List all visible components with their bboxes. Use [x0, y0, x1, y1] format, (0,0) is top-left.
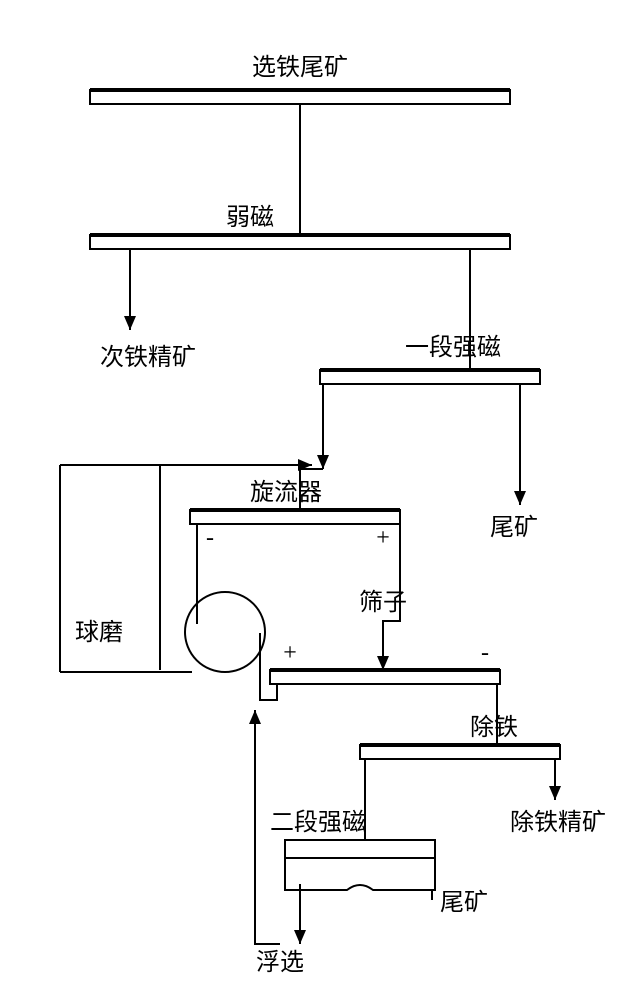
sieve-bin [270, 670, 500, 684]
cyclone-bin [190, 510, 400, 524]
label-title: 选铁尾矿 [252, 54, 348, 81]
label-stage2_mag: 二段强磁 [270, 809, 366, 836]
label-tail2: 尾矿 [440, 889, 488, 916]
label-deiron: 除铁 [470, 714, 518, 741]
label-flotation: 浮选 [256, 949, 304, 976]
arrowhead [549, 786, 561, 800]
label-deiron_conc: 除铁精矿 [510, 809, 606, 836]
arrowhead [249, 710, 261, 724]
label-tail1: 尾矿 [490, 514, 538, 541]
arrowhead [514, 491, 526, 505]
stage2-box [285, 840, 435, 890]
label-ballmill: 球磨 [75, 619, 123, 646]
label-minus2: - [481, 640, 489, 666]
weakmag-bin [90, 235, 510, 249]
label-plus2: + [283, 640, 297, 666]
arrowhead [294, 930, 306, 944]
input-bin [90, 90, 510, 104]
label-cyclone: 旋流器 [250, 479, 322, 506]
stage1-bin [320, 370, 540, 384]
label-plus1: + [376, 525, 390, 551]
deiron-bin [360, 745, 560, 759]
label-weak_mag: 弱磁 [226, 204, 274, 231]
label-sieve: 筛子 [359, 589, 407, 616]
label-sec_iron: 次铁精矿 [100, 344, 196, 371]
arrowhead [317, 455, 329, 469]
arrowhead [377, 656, 389, 670]
label-minus1: - [206, 525, 214, 551]
arrowhead [124, 316, 136, 330]
label-stage1_mag: 一段强磁 [405, 334, 501, 361]
